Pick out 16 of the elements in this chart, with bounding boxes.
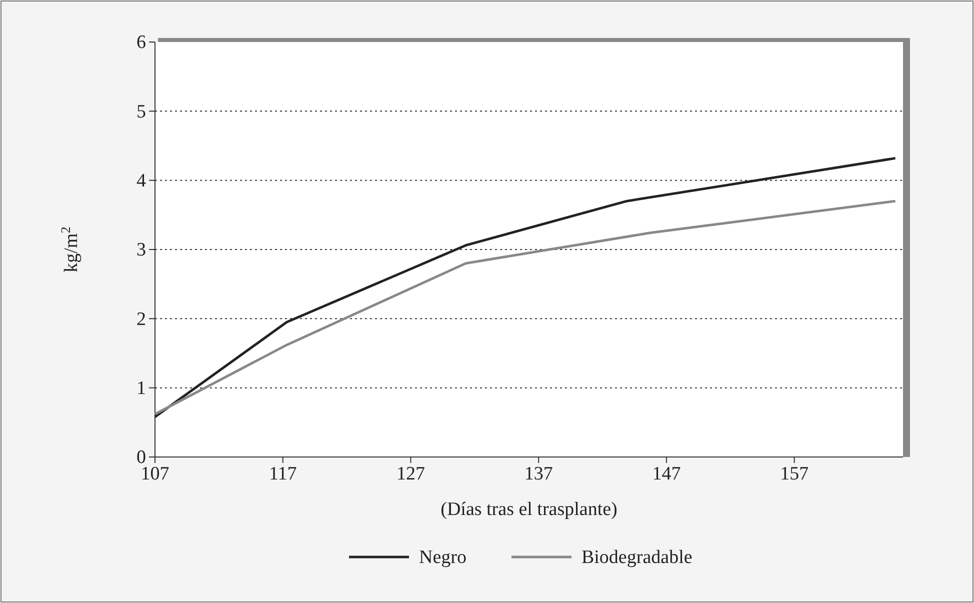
x-tick-label: 127 [396, 463, 425, 484]
y-tick-label: 4 [136, 170, 146, 192]
x-axis-title: (Días tras el trasplante) [440, 499, 618, 520]
x-tick-label: 137 [524, 463, 553, 484]
line-series [154, 156, 897, 418]
x-tick-label: 157 [780, 463, 809, 484]
y-tick-label: 3 [136, 240, 146, 261]
y-tick-label: 2 [136, 308, 146, 330]
y-tick-label: 1 [136, 378, 146, 399]
y-tick-label: 5 [136, 101, 146, 122]
legend-label: Biodegradable [581, 547, 692, 568]
legend-label: Negro [419, 547, 466, 568]
x-tick-label: 117 [268, 463, 297, 484]
y-tick-label: 6 [136, 32, 146, 54]
line-series [154, 200, 897, 416]
x-tick-label: 147 [652, 463, 681, 484]
